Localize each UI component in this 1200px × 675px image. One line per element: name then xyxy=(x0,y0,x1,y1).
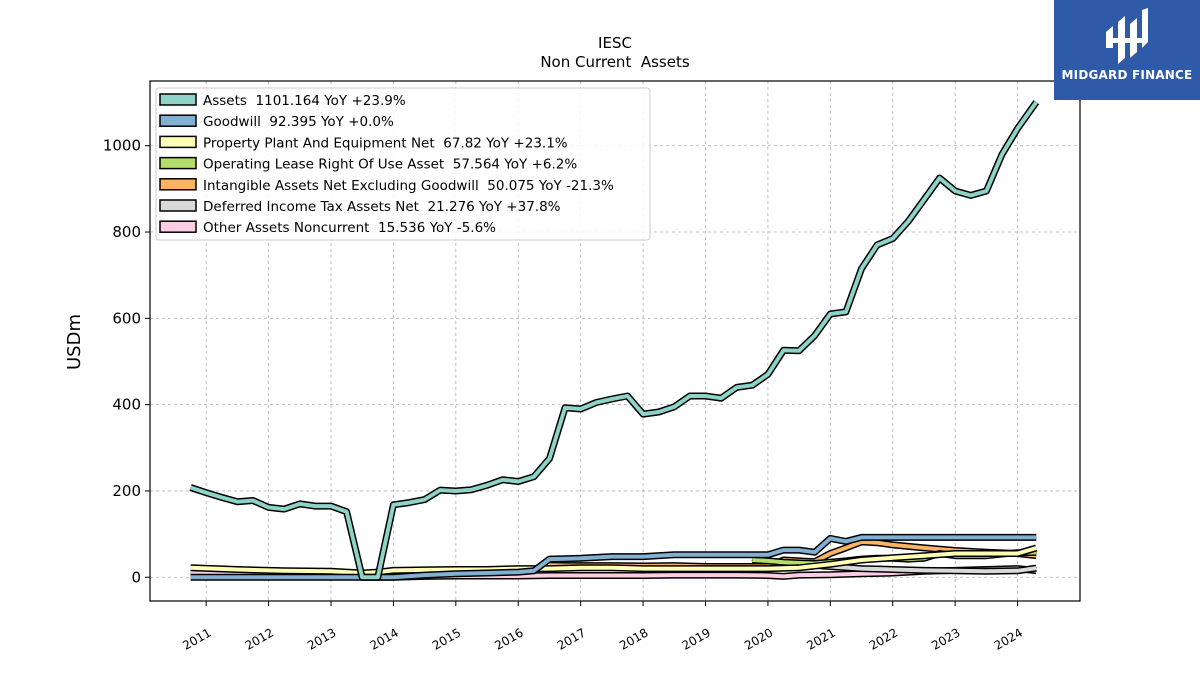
chart-subtitle: Non Current Assets xyxy=(540,53,690,71)
logo-text: MIDGARD FINANCE xyxy=(1061,68,1193,82)
x-tick-label: 2024 xyxy=(992,625,1025,652)
series-property-plant-and-equipment-net-line xyxy=(190,546,1037,575)
legend-swatch xyxy=(159,178,197,191)
legend-swatch xyxy=(159,93,197,106)
y-tick-label: 600 xyxy=(112,309,141,327)
y-tick-label: 200 xyxy=(112,482,141,500)
plot-frame xyxy=(149,80,1081,602)
x-tick-label: 2017 xyxy=(555,625,588,652)
y-tick-label: 1000 xyxy=(103,137,141,155)
legend-label: Other Assets Noncurrent 15.536 YoY -5.6% xyxy=(203,220,496,236)
legend-swatch xyxy=(159,156,197,170)
series-assets-line xyxy=(189,100,1038,580)
legend-swatch xyxy=(159,220,197,233)
x-tick-label: 2018 xyxy=(617,625,650,652)
legend-swatch xyxy=(159,114,197,127)
legend-swatch xyxy=(159,199,197,212)
midgard-logo-icon xyxy=(1106,8,1148,64)
legend-label: Goodwill 92.395 YoY +0.0% xyxy=(203,114,394,130)
x-tick-label: 2020 xyxy=(742,625,775,652)
legend-label: Deferred Income Tax Assets Net 21.276 Yo… xyxy=(203,199,561,215)
x-tick-label: 2012 xyxy=(243,625,276,652)
y-tick-label: 400 xyxy=(112,396,141,414)
x-tick-label: 2015 xyxy=(430,625,463,652)
legend-label: Operating Lease Right Of Use Asset 57.56… xyxy=(203,157,577,173)
legend-label: Property Plant And Equipment Net 67.82 Y… xyxy=(203,135,568,151)
x-tick-label: 2019 xyxy=(680,625,713,652)
x-tick-label: 2023 xyxy=(929,625,962,652)
y-tick-label: 800 xyxy=(112,223,141,241)
y-axis-label: USDm xyxy=(64,314,85,370)
chart-title: IESC xyxy=(598,34,632,52)
x-tick-label: 2016 xyxy=(492,625,525,652)
legend-swatch xyxy=(159,135,197,149)
legend-label: Intangible Assets Net Excluding Goodwill… xyxy=(203,178,614,194)
brand-logo: MIDGARD FINANCE xyxy=(1054,0,1200,100)
y-tick-label: 0 xyxy=(131,568,141,586)
series-areas xyxy=(189,100,1040,581)
x-tick-label: 2013 xyxy=(305,625,338,652)
x-tick-label: 2011 xyxy=(180,625,213,652)
legend: Assets 1101.164 YoY +23.9% Goodwill 92.39… xyxy=(155,87,651,241)
legend-label: Assets 1101.164 YoY +23.9% xyxy=(203,93,406,109)
x-tick-label: 2021 xyxy=(804,625,837,652)
x-tick-label: 2022 xyxy=(867,625,900,652)
series-goodwill-line xyxy=(190,535,1037,580)
legend-box xyxy=(155,87,651,241)
x-tick-label: 2014 xyxy=(367,625,400,652)
